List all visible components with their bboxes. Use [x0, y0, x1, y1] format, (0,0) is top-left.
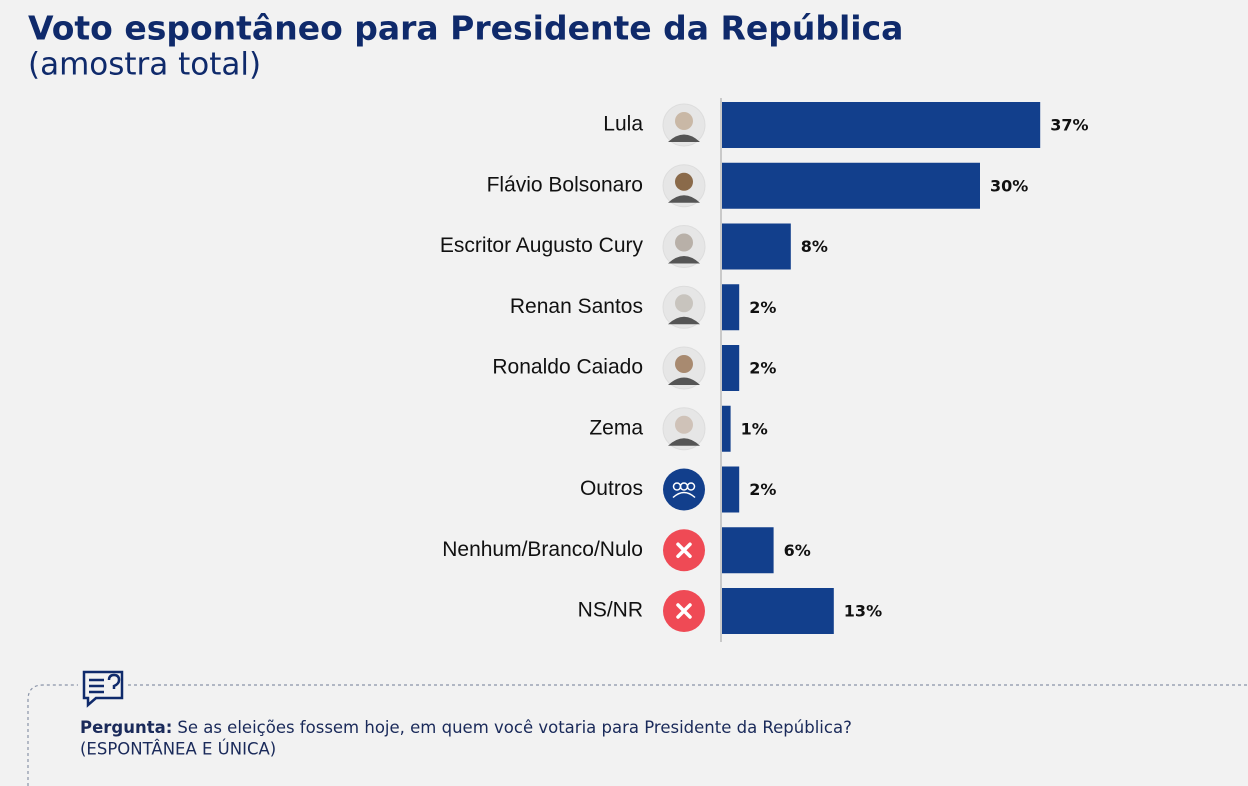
x-mark — [676, 603, 692, 619]
value-label: 2% — [749, 359, 776, 378]
category-label: Ronaldo Caiado — [492, 356, 643, 379]
category-label: Zema — [589, 416, 643, 439]
avatar-head — [675, 415, 693, 434]
avatar-body — [668, 316, 700, 325]
x-mark — [676, 542, 692, 558]
avatar-body — [668, 256, 700, 264]
chart-subtitle: (amostra total) — [28, 47, 261, 83]
value-label: 37% — [1050, 116, 1088, 135]
value-label: 6% — [784, 541, 811, 560]
category-label: Escritor Augusto Cury — [440, 234, 644, 257]
avatar-head — [675, 172, 693, 191]
category-label: Lula — [603, 113, 643, 136]
value-label: 1% — [741, 419, 768, 438]
chart-title: Voto espontâneo para Presidente da Repúb… — [28, 9, 903, 48]
value-label: 8% — [801, 237, 828, 256]
avatar-body — [668, 438, 700, 446]
question-icon — [82, 670, 124, 708]
value-label: 30% — [990, 176, 1028, 195]
footer-text: Se as eleições fossem hoje, em quem você… — [177, 718, 851, 737]
bar — [722, 345, 740, 391]
footer-box — [27, 684, 1248, 786]
value-label: 13% — [844, 602, 882, 621]
avatar-body — [668, 195, 700, 203]
bar — [722, 466, 740, 513]
bar — [722, 405, 731, 452]
avatar-head — [675, 355, 693, 373]
category-label: Renan Santos — [510, 295, 643, 318]
avatar-body — [668, 377, 700, 385]
bar — [722, 102, 1041, 148]
category-label: Flávio Bolsonaro — [487, 173, 643, 196]
footer-label: Pergunta: — [80, 718, 172, 737]
avatar-body — [668, 134, 700, 142]
group-body — [672, 491, 696, 499]
value-label: 2% — [749, 480, 776, 499]
bar — [722, 223, 791, 270]
avatar-head — [675, 112, 693, 130]
footer-question: Pergunta: Se as eleições fossem hoje, em … — [80, 718, 852, 737]
bar — [722, 588, 834, 634]
group-person — [686, 482, 696, 491]
category-label: Nenhum/Branco/Nulo — [442, 538, 643, 561]
footer-note: (ESPONTÂNEA E ÚNICA) — [80, 740, 276, 759]
category-label: Outros — [580, 477, 643, 500]
bar — [722, 162, 980, 209]
category-label: NS/NR — [578, 599, 643, 622]
bar — [722, 527, 774, 574]
avatar-head — [675, 294, 693, 313]
bar — [722, 284, 740, 331]
value-label: 2% — [749, 298, 776, 317]
avatar-head — [675, 233, 693, 252]
